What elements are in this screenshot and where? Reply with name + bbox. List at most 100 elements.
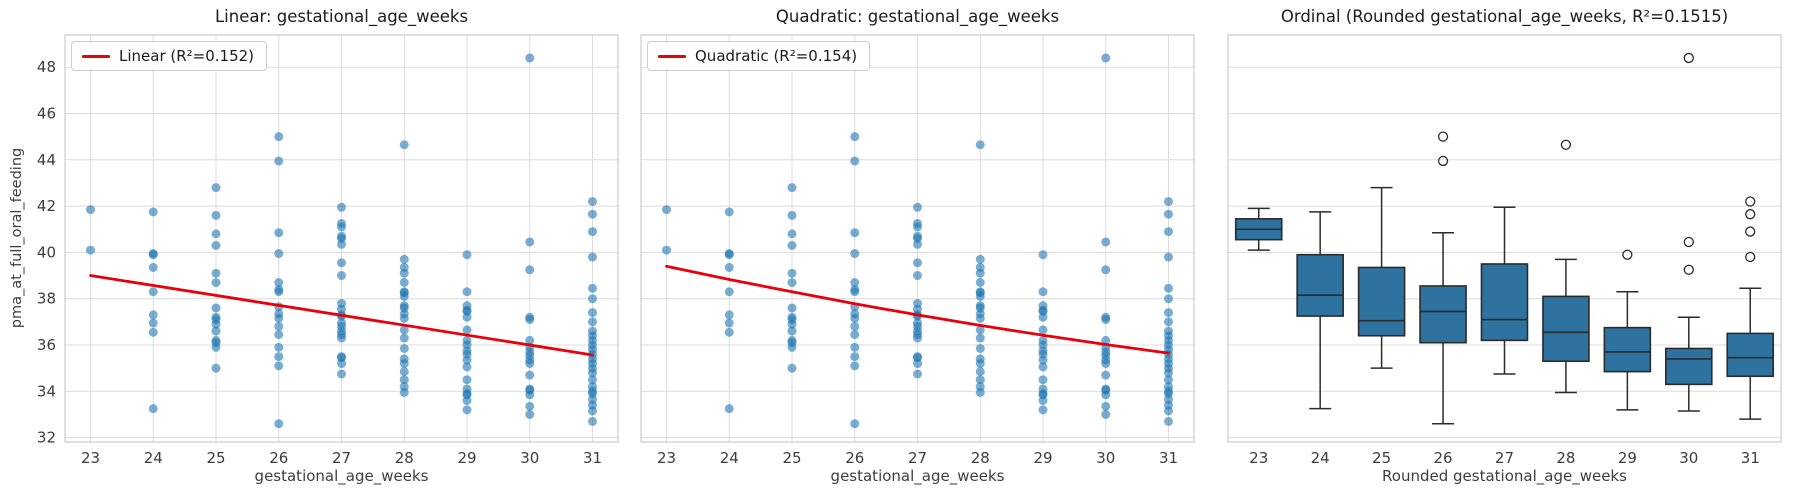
- scatter-point: [525, 390, 535, 400]
- scatter-point: [86, 245, 95, 255]
- scatter-point: [148, 262, 158, 272]
- scatter-point: [148, 318, 158, 328]
- scatter-point: [1101, 359, 1111, 369]
- x-tick-label: 28: [395, 449, 414, 467]
- x-tick-labels: 23 24 25 26 27 28 29 30 31: [1249, 449, 1760, 467]
- scatter-point: [588, 308, 597, 318]
- scatter-point: [274, 419, 284, 429]
- scatter-point: [913, 258, 922, 268]
- ordinal-chart-title: Ordinal (Rounded gestational_age_weeks, …: [1280, 7, 1729, 26]
- scatter-point: [913, 202, 922, 212]
- x-tick-label: 27: [1495, 449, 1514, 467]
- scatter-point: [787, 342, 797, 352]
- outlier-point: [1683, 52, 1694, 64]
- scatter-point: [1101, 390, 1111, 400]
- scatter-point: [274, 361, 284, 371]
- scatter-point: [462, 287, 472, 297]
- scatter-point: [399, 277, 409, 287]
- x-tick-label: 23: [657, 449, 676, 467]
- x-tick-label: 26: [845, 449, 864, 467]
- iqr-box: [1357, 266, 1406, 337]
- scatter-point: [1038, 287, 1048, 297]
- x-tick-label: 27: [908, 449, 927, 467]
- box-week-25: [1357, 186, 1406, 369]
- outlier-point: [1437, 131, 1449, 142]
- box-week-27: [1480, 206, 1529, 375]
- axes-frame: [64, 34, 619, 443]
- scatter-point: [975, 313, 985, 323]
- scatter-point: [211, 240, 221, 250]
- scatter-point: [211, 326, 221, 336]
- scatter-points: [86, 53, 597, 429]
- scatter-point: [724, 327, 734, 337]
- scatter-point: [1101, 237, 1111, 247]
- scatter-point: [1164, 308, 1173, 318]
- outlier-point: [1683, 236, 1694, 248]
- scatter-point: [724, 310, 734, 320]
- scatter-point: [975, 343, 985, 353]
- ordinal-chart: 23 24 25 26 27 28 29 30 31: [1227, 34, 1782, 467]
- scatter-point: [975, 359, 985, 369]
- scatter-point: [148, 287, 158, 297]
- x-tick-labels: 23 24 25 26 27 28 29 30 31: [81, 449, 602, 467]
- x-tick-label: 25: [206, 449, 225, 467]
- quadratic-chart-title: Quadratic: gestational_age_weeks: [775, 7, 1060, 26]
- iqr-box: [1419, 285, 1467, 344]
- scatter-point: [850, 352, 860, 362]
- linear-chart-title: Linear: gestational_age_weeks: [214, 7, 469, 26]
- scatter-point: [724, 404, 734, 414]
- scatter-point: [787, 363, 797, 373]
- scatter-point: [1164, 252, 1173, 262]
- x-tick-label: 23: [81, 449, 100, 467]
- scatter-point: [337, 271, 346, 281]
- scatter-point: [913, 239, 922, 249]
- scatter-point: [86, 205, 95, 215]
- scatter-point: [274, 132, 284, 142]
- scatter-point: [462, 405, 472, 415]
- scatter-point: [588, 252, 597, 262]
- axes-frame: [640, 34, 1195, 443]
- x-tick-label: 31: [1741, 449, 1760, 467]
- iqr-box: [1542, 295, 1590, 363]
- scatter-point: [662, 245, 671, 255]
- scatter-point: [337, 359, 346, 369]
- outlier-point: [1745, 196, 1756, 207]
- scatter-point: [913, 271, 922, 281]
- scatter-point: [1164, 406, 1173, 416]
- scatter-point: [525, 265, 535, 275]
- box-week-28: [1542, 139, 1590, 394]
- x-tick-labels: 23 24 25 26 27 28 29 30 31: [657, 449, 1178, 467]
- scatter-point: [724, 318, 734, 328]
- scatter-point: [724, 207, 734, 217]
- scatter-point: [913, 369, 922, 379]
- scatter-point: [1101, 401, 1111, 411]
- y-tick-labels: 32 34 36 38 40 42 44 46 48: [37, 58, 56, 446]
- scatter-point: [1038, 250, 1048, 260]
- x-tick-label: 31: [583, 449, 602, 467]
- scatter-point: [787, 240, 797, 250]
- scatter-point: [274, 342, 284, 352]
- scatter-point: [337, 369, 346, 379]
- x-tick-label: 29: [1033, 449, 1052, 467]
- scatter-point: [975, 268, 985, 278]
- scatter-point: [399, 367, 409, 377]
- outlier-point: [1437, 155, 1449, 167]
- scatter-point: [975, 387, 985, 397]
- scatter-point: [588, 209, 597, 219]
- scatter-point: [525, 401, 535, 411]
- x-tick-label: 25: [782, 449, 801, 467]
- scatter-points: [662, 53, 1173, 429]
- box-week-30: [1665, 52, 1713, 412]
- scatter-point: [1164, 368, 1173, 378]
- scatter-point: [787, 326, 797, 336]
- scatter-point: [850, 330, 860, 340]
- scatter-point: [211, 268, 221, 278]
- scatter-point: [337, 333, 346, 343]
- box-week-29: [1603, 249, 1652, 411]
- scatter-point: [211, 277, 221, 287]
- scatter-point: [462, 396, 472, 406]
- scatter-point: [1038, 375, 1048, 385]
- x-tick-label: 24: [144, 449, 163, 467]
- scatter-point: [588, 317, 597, 327]
